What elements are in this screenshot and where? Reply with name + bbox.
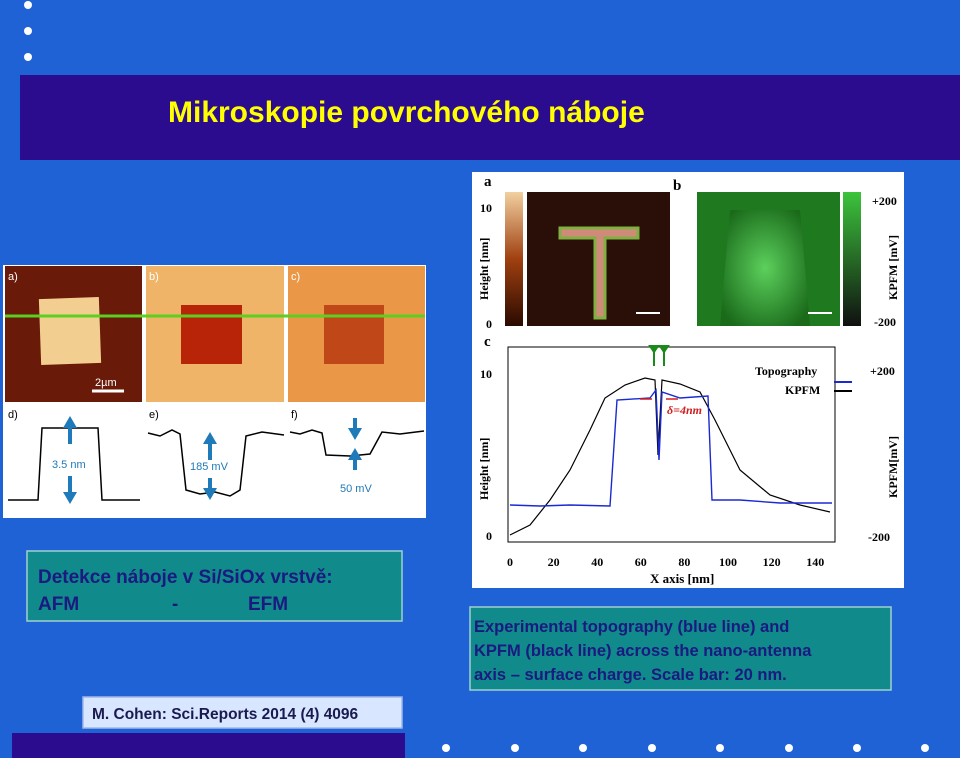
x-tick-label: 120: [763, 555, 781, 569]
x-tick-label: 60: [635, 555, 647, 569]
box-text: -: [172, 594, 178, 615]
caption-line: KPFM (black line) across the nano-antenn…: [474, 642, 812, 660]
citation: M. Cohen: Sci.Reports 2014 (4) 4096: [92, 706, 359, 723]
citation-box: M. Cohen: Sci.Reports 2014 (4) 4096: [82, 696, 403, 729]
panel-label: a: [484, 174, 492, 190]
annotation: δ=4nm: [667, 403, 702, 417]
panel-label: c: [484, 334, 491, 350]
box-text: EFM: [248, 594, 288, 615]
legend-entry: Topography: [755, 364, 817, 378]
panel-label: d): [8, 409, 18, 421]
panel-label: a): [8, 271, 18, 283]
panel-label: b: [673, 178, 681, 194]
x-ticks: 0 20 40 60 80 100 120 140: [507, 555, 824, 569]
panel-label: c): [291, 271, 300, 283]
caption-line: axis – surface charge. Scale bar: 20 nm.: [474, 666, 787, 684]
legend-entry: KPFM: [785, 383, 820, 397]
axis-value: 0: [486, 529, 492, 543]
title-band: [20, 75, 960, 160]
figure-right: [472, 172, 904, 588]
x-axis-label: X axis [nm]: [650, 571, 714, 586]
x-tick-label: 140: [806, 555, 824, 569]
annotation: 3.5 nm: [52, 459, 86, 471]
x-tick-label: 40: [591, 555, 603, 569]
axis-value: 0: [486, 317, 492, 331]
figure-left: [3, 265, 426, 518]
box-text: AFM: [38, 594, 79, 615]
axis-label: KPFM[mV]: [886, 436, 900, 498]
box-left: Detekce náboje v Si/SiOx vrstvě: AFM - E…: [26, 550, 403, 622]
axis-label: Height [nm]: [477, 438, 491, 500]
title: Mikroskopie povrchového náboje: [168, 96, 645, 129]
bullets: [24, 1, 929, 752]
footer-band: [12, 733, 405, 758]
axis-value: -200: [868, 530, 890, 544]
annotation: 185 mV: [190, 461, 229, 473]
axis-value: -200: [874, 315, 896, 329]
panel-label: f): [291, 409, 298, 421]
panel-label: e): [149, 409, 159, 421]
x-tick-label: 80: [678, 555, 690, 569]
annotation: 50 mV: [340, 483, 372, 495]
x-tick-label: 0: [507, 555, 513, 569]
scale-bar-label: 2µm: [95, 377, 117, 389]
x-tick-label: 20: [548, 555, 560, 569]
axis-value: 10: [480, 367, 492, 381]
axis-label: Height [nm]: [477, 238, 491, 300]
caption-line: Experimental topography (blue line) and: [474, 618, 789, 636]
axis-label: KPFM [mV]: [886, 235, 900, 300]
axis-value: +200: [872, 194, 897, 208]
caption-box: Experimental topography (blue line) and …: [469, 606, 892, 691]
panel-label: b): [149, 271, 159, 283]
box-text: Detekce náboje v Si/SiOx vrstvě:: [38, 567, 333, 588]
x-tick-label: 100: [719, 555, 737, 569]
axis-value: +200: [870, 364, 895, 378]
axis-value: 10: [480, 201, 492, 215]
